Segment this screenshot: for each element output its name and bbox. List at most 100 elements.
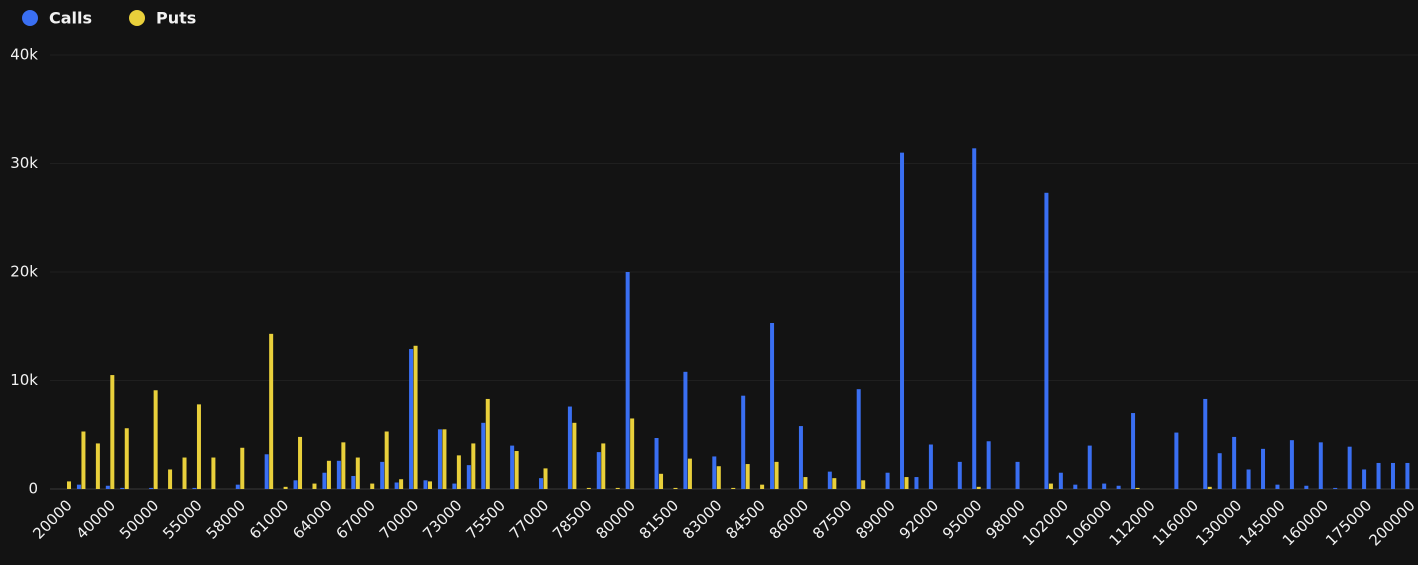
bar: [1376, 462, 1381, 489]
bar: [885, 472, 890, 489]
bar: [659, 473, 664, 489]
x-tick-label: 86000: [766, 496, 812, 542]
x-tick-label: 70000: [376, 496, 422, 542]
x-tick-label: 130000: [1192, 496, 1245, 549]
bar: [394, 482, 399, 489]
bar: [211, 457, 216, 489]
bar: [192, 487, 197, 489]
bar: [741, 395, 746, 489]
bar: [67, 481, 71, 489]
bar: [760, 484, 765, 489]
bar: [1135, 487, 1140, 489]
bar: [630, 418, 635, 489]
bar: [1261, 448, 1266, 489]
bar: [336, 460, 341, 489]
bar: [124, 428, 129, 489]
x-tick-label: 58000: [203, 496, 249, 542]
y-tick-label: 30k: [10, 154, 38, 172]
bar: [298, 436, 303, 489]
bar: [437, 429, 442, 489]
bar: [572, 422, 577, 489]
x-tick-label: 80000: [592, 496, 638, 542]
bar: [731, 487, 736, 489]
bar: [976, 486, 981, 489]
bar: [196, 404, 201, 489]
bar: [770, 322, 775, 489]
bar: [687, 458, 692, 489]
x-tick-label: 81500: [636, 496, 682, 542]
bar: [481, 422, 486, 489]
bar: [355, 457, 360, 489]
bar: [861, 480, 866, 489]
bar: [1405, 462, 1410, 489]
bar: [1048, 483, 1053, 489]
bar: [1207, 486, 1212, 489]
bar: [423, 480, 428, 489]
bar: [1015, 461, 1020, 489]
legend-marker: [22, 10, 38, 26]
bar: [95, 443, 100, 489]
bar: [900, 152, 905, 489]
x-tick-label: 116000: [1149, 496, 1202, 549]
bar: [1289, 440, 1294, 489]
bar: [485, 398, 490, 489]
y-tick-label: 10k: [10, 371, 38, 389]
bar: [712, 456, 717, 489]
legend-label: Puts: [156, 9, 196, 28]
x-tick-label: 64000: [289, 496, 335, 542]
bar: [312, 483, 317, 489]
bar: [1347, 446, 1352, 489]
y-tick-label: 0: [28, 480, 38, 498]
bar: [384, 431, 389, 489]
x-tick-label: 77000: [506, 496, 552, 542]
bar: [904, 477, 909, 489]
y-tick-label: 40k: [10, 46, 38, 64]
bar: [322, 472, 327, 489]
bar: [1390, 462, 1395, 489]
bar: [798, 426, 803, 489]
bar: [428, 481, 432, 489]
bar: [914, 477, 919, 489]
bar: [399, 479, 404, 489]
bar: [1087, 445, 1092, 489]
bar: [928, 444, 933, 489]
x-tick-label: 67000: [333, 496, 379, 542]
bar: [269, 333, 274, 489]
x-tick-label: 78500: [549, 496, 595, 542]
bar: [110, 375, 115, 489]
bar: [615, 487, 620, 489]
bar: [442, 429, 447, 489]
x-tick-label: 61000: [246, 496, 292, 542]
bar: [1333, 487, 1338, 489]
x-tick-label: 112000: [1106, 496, 1159, 549]
bar: [514, 451, 519, 489]
bar: [153, 390, 158, 489]
bar: [1073, 484, 1078, 489]
bar: [673, 487, 678, 489]
bar: [745, 464, 750, 489]
bar: [986, 441, 991, 489]
bar: [1203, 398, 1208, 489]
bar: [1217, 453, 1222, 489]
bar: [972, 148, 977, 489]
bar: [601, 443, 606, 489]
x-tick-label: 92000: [896, 496, 942, 542]
bar: [654, 438, 659, 489]
bar: [803, 477, 808, 489]
x-tick-label: 145000: [1235, 496, 1288, 549]
bar: [76, 484, 81, 489]
bar: [235, 484, 240, 489]
bar: [1102, 483, 1107, 489]
legend-label: Calls: [49, 9, 92, 28]
bar: [1058, 472, 1063, 489]
x-tick-label: 50000: [116, 496, 162, 542]
bar: [1116, 485, 1121, 489]
bar: [380, 461, 385, 489]
bar: [240, 447, 245, 489]
bar: [413, 345, 418, 489]
bar: [351, 475, 356, 489]
bar: [452, 483, 457, 489]
bar: [120, 487, 125, 489]
